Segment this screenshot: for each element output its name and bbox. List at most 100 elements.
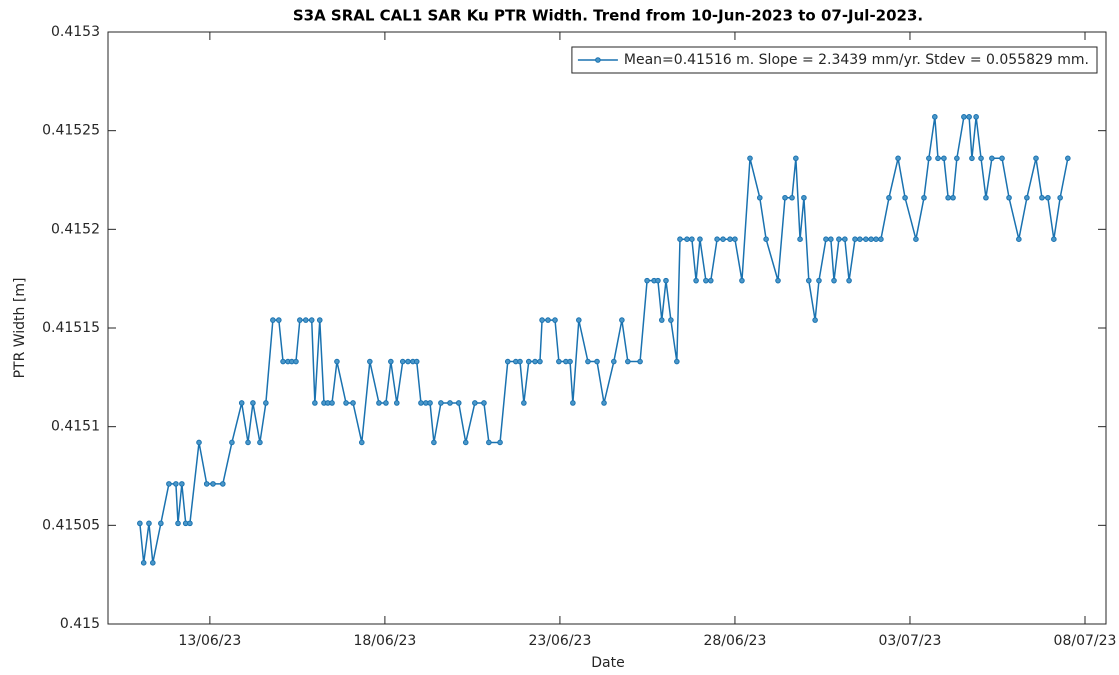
data-point <box>797 236 803 242</box>
data-point <box>926 155 932 162</box>
data-point <box>873 236 879 242</box>
data-point <box>812 317 818 323</box>
data-point <box>999 155 1005 162</box>
data-point <box>297 317 303 323</box>
data-point <box>585 358 591 365</box>
data-point <box>486 439 492 446</box>
x-tick-label: 18/06/23 <box>353 633 416 649</box>
y-axis-label: PTR Width [m] <box>12 278 28 379</box>
data-point <box>793 155 799 162</box>
data-point <box>842 236 848 242</box>
data-point <box>611 358 617 365</box>
data-point <box>989 155 995 162</box>
data-point <box>806 277 812 284</box>
plot-box <box>107 31 1107 625</box>
data-point <box>961 114 967 120</box>
data-point <box>828 236 834 242</box>
data-point <box>852 236 858 242</box>
data-point <box>945 194 951 201</box>
data-point <box>552 317 558 323</box>
data-point <box>782 194 788 201</box>
data-point <box>674 358 680 365</box>
data-point <box>220 481 226 487</box>
data-point <box>625 358 631 365</box>
data-point <box>146 520 152 527</box>
data-point <box>921 194 927 201</box>
data-point <box>229 439 235 446</box>
data-point <box>693 277 699 284</box>
data-point <box>637 358 643 365</box>
data-point <box>140 560 147 566</box>
data-point <box>594 358 600 365</box>
y-tick-label: 0.4151 <box>51 419 100 435</box>
data-point <box>969 155 975 162</box>
chart-title: S3A SRAL CAL1 SAR Ku PTR Width. Trend fr… <box>293 7 923 25</box>
data-point <box>816 277 822 284</box>
x-tick-label: 03/07/23 <box>879 633 942 649</box>
data-point <box>677 236 683 242</box>
data-point <box>280 358 286 365</box>
y-tick-label: 0.415 <box>60 616 100 632</box>
data-point <box>405 358 411 365</box>
x-axis-label: Date <box>591 655 624 671</box>
data-point <box>150 560 156 566</box>
data-point <box>431 439 437 446</box>
legend-marker <box>595 57 601 63</box>
data-point <box>447 400 453 406</box>
data-point <box>334 358 340 365</box>
data-point <box>941 155 947 162</box>
y-tick-label: 0.4153 <box>51 24 100 40</box>
data-point <box>537 358 543 365</box>
data-point <box>775 277 781 284</box>
data-point <box>902 194 908 201</box>
data-point <box>393 400 400 406</box>
data-point <box>504 358 511 365</box>
data-point <box>438 400 444 406</box>
data-point <box>570 400 576 406</box>
data-point <box>166 481 172 487</box>
data-point <box>846 277 852 284</box>
y-tick-label: 0.41515 <box>42 320 100 336</box>
data-point <box>684 236 690 242</box>
data-point <box>747 155 753 162</box>
data-point <box>1057 194 1063 201</box>
data-point <box>707 277 714 284</box>
data-point <box>663 277 669 284</box>
data-point <box>863 236 869 242</box>
data-point <box>481 400 487 406</box>
data-point <box>576 317 582 323</box>
data-point <box>1039 194 1045 201</box>
data-point <box>658 317 665 323</box>
data-point <box>732 236 738 242</box>
data-point <box>350 400 356 406</box>
legend-label: Mean=0.41516 m. Slope = 2.3439 mm/yr. St… <box>624 52 1089 68</box>
data-point <box>532 358 538 365</box>
data-point <box>878 236 884 242</box>
data-point <box>187 520 193 527</box>
data-point <box>950 194 956 201</box>
x-tick-label: 28/06/23 <box>703 633 766 649</box>
data-point <box>245 439 251 446</box>
y-tick-label: 0.41505 <box>42 517 100 533</box>
data-point <box>978 155 984 162</box>
data-point <box>367 358 373 365</box>
data-point <box>158 520 164 527</box>
data-point <box>567 358 573 365</box>
data-point <box>836 236 842 242</box>
data-point <box>376 400 382 406</box>
data-point <box>1006 194 1012 201</box>
data-point <box>179 481 185 487</box>
data-point <box>655 277 661 284</box>
data-point <box>831 277 837 284</box>
data-point <box>497 439 503 446</box>
data-point <box>276 317 282 323</box>
data-point <box>293 358 299 365</box>
data-point <box>329 400 335 406</box>
data-point <box>739 277 745 284</box>
data-point <box>173 481 179 487</box>
data-point <box>539 317 545 323</box>
data-point <box>517 358 523 365</box>
data-point <box>801 194 807 201</box>
data-point <box>521 400 527 406</box>
